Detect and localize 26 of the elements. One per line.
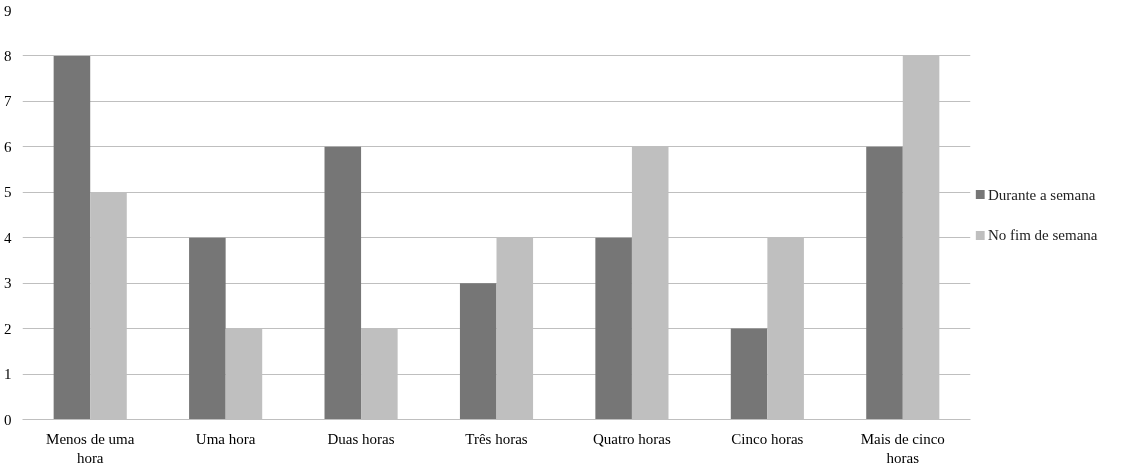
x-tick-label: Mais de cinco horas xyxy=(860,430,945,466)
bar xyxy=(53,55,91,420)
bar xyxy=(595,237,632,420)
bar xyxy=(324,146,362,420)
bar xyxy=(730,328,768,420)
y-tick-label: 7 xyxy=(4,93,12,110)
y-tick-label: 0 xyxy=(4,411,12,428)
bar xyxy=(459,283,497,420)
y-tick-label: 4 xyxy=(4,229,12,246)
y-tick-label: 6 xyxy=(4,138,12,155)
y-tick-label: 9 xyxy=(4,2,12,19)
y-tick-label: 2 xyxy=(4,320,12,337)
y-tick-label: 3 xyxy=(4,275,12,292)
x-tick-label: Menos de uma hora xyxy=(46,430,135,466)
bar xyxy=(866,146,903,420)
x-tick-label: Três horas xyxy=(465,430,528,447)
bar xyxy=(189,237,226,420)
y-tick-label: 8 xyxy=(4,47,12,64)
legend-label: No fim de semana xyxy=(987,227,1098,244)
y-tick-label: 5 xyxy=(4,184,12,201)
x-tick-label: Duas horas xyxy=(327,430,395,447)
y-tick-label: 1 xyxy=(4,366,12,383)
legend-label: Durante a semana xyxy=(987,186,1096,203)
x-tick-label: Quatro horas xyxy=(592,430,672,447)
x-tick-label: Uma hora xyxy=(195,430,256,447)
x-tick-label: Cinco horas xyxy=(731,430,804,447)
